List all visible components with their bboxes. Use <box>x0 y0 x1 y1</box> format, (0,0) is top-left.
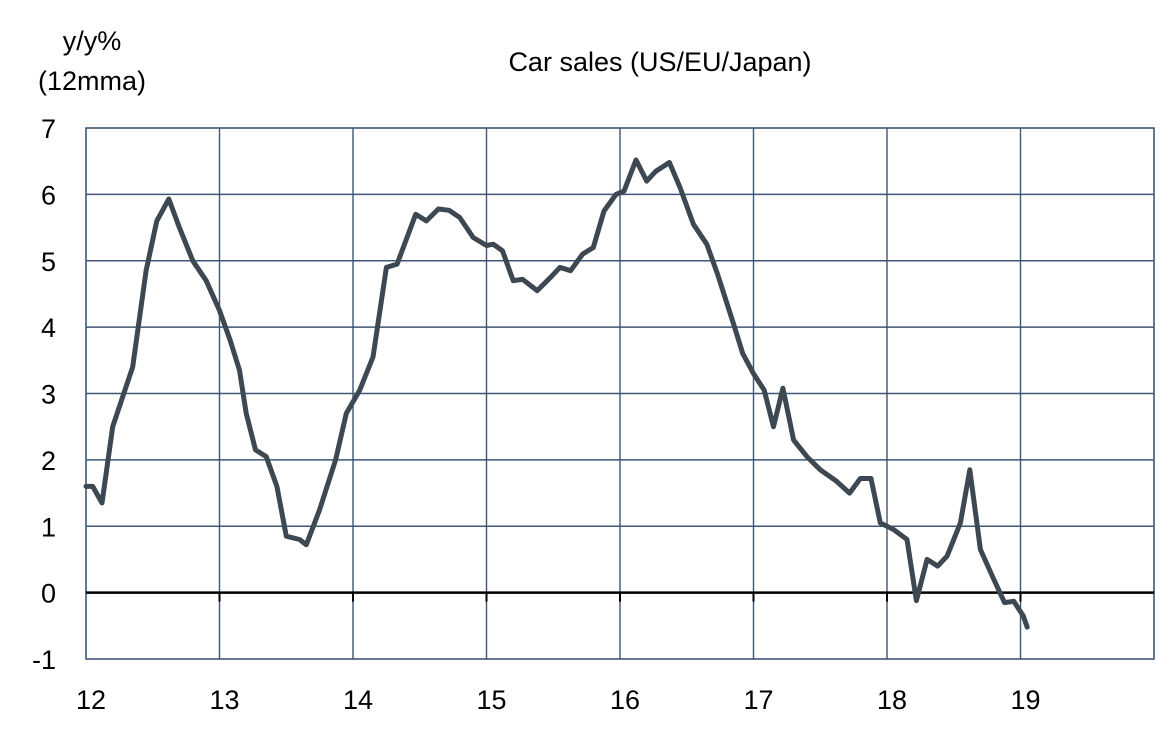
x-tick-label: 15 <box>476 685 506 715</box>
series <box>83 157 1030 630</box>
x-tick-label: 13 <box>209 685 239 715</box>
y-tick-label: -1 <box>32 645 56 675</box>
series-line <box>83 157 1030 630</box>
y-axis-label-line-2: (12mma) <box>38 66 146 96</box>
y-tick-label: 5 <box>41 247 56 277</box>
y-axis-label-line-1: y/y% <box>63 26 122 56</box>
y-tick-label: 7 <box>41 114 56 144</box>
plot-frame <box>85 127 1155 660</box>
x-tick-label: 14 <box>343 685 373 715</box>
y-tick-label: 4 <box>41 313 56 343</box>
y-tick-label: 6 <box>41 180 56 210</box>
x-tick-label: 16 <box>610 685 640 715</box>
axes <box>85 127 1155 660</box>
y-tick-label: 3 <box>41 380 56 410</box>
y-tick-label: 0 <box>41 579 56 609</box>
x-tick-label: 18 <box>877 685 907 715</box>
x-tick-label: 17 <box>743 685 773 715</box>
y-tick-label: 2 <box>41 446 56 476</box>
chart-title: Car sales (US/EU/Japan) <box>508 47 811 77</box>
x-tick-label: 12 <box>76 685 106 715</box>
x-tick-label: 19 <box>1010 685 1040 715</box>
y-tick-label: 1 <box>41 512 56 542</box>
